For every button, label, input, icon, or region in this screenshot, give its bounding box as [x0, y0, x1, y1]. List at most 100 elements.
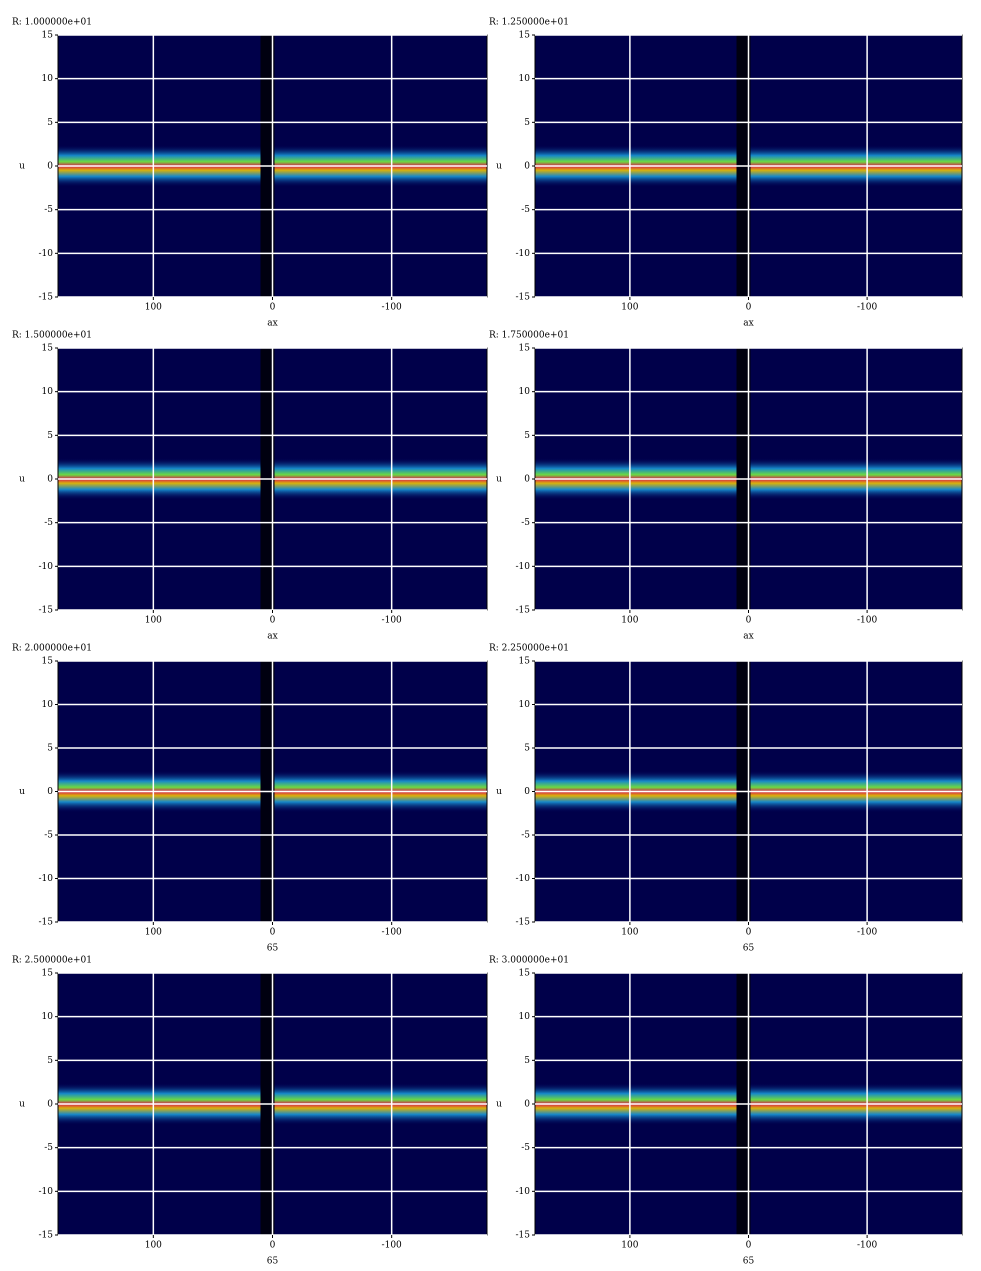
panel-title: R: 1.500000e+01 [12, 331, 92, 341]
x-tick-label: 0 [746, 616, 752, 626]
y-tick-label: 5 [47, 118, 53, 128]
y-axis-label: u [496, 162, 502, 172]
y-tick-label: 10 [42, 700, 54, 710]
y-tick-label: -10 [516, 562, 531, 572]
panel: -15 -10 -5 0 5 10 15 100 0 -100 R: 2.500000e+01 65 u [12, 956, 488, 1267]
y-tick-label: -5 [44, 831, 53, 841]
y-axis-label: u [19, 1100, 25, 1110]
y-tick-label: -10 [516, 249, 531, 259]
x-tick-label: 100 [145, 303, 162, 313]
y-tick-label: 15 [519, 657, 531, 667]
y-tick-label: 0 [47, 787, 53, 797]
y-tick-label: 0 [524, 475, 530, 485]
y-tick-label: 0 [524, 787, 530, 797]
y-tick-label: 15 [42, 657, 54, 667]
panel-title: R: 1.250000e+01 [489, 18, 569, 28]
panel: -15 -10 -5 0 5 10 15 100 0 -100 R: 1.500000e+01 ax u [12, 331, 488, 642]
x-axis-label: 65 [267, 944, 279, 954]
x-tick-label: 100 [145, 616, 162, 626]
y-tick-label: 0 [524, 1100, 530, 1110]
panel-title: R: 1.750000e+01 [489, 331, 569, 341]
y-tick-label: 5 [524, 744, 530, 754]
y-tick-label: 10 [42, 387, 54, 397]
y-tick-label: -10 [516, 874, 531, 884]
y-tick-label: 0 [47, 475, 53, 485]
y-tick-label: -5 [521, 518, 530, 528]
x-tick-label: -100 [857, 928, 877, 938]
panel: -15 -10 -5 0 5 10 15 100 0 -100 R: 2.250000e+01 65 u [489, 644, 963, 954]
y-tick-label: 15 [519, 969, 531, 979]
x-tick-label: 100 [621, 1241, 638, 1251]
y-tick-label: 10 [519, 700, 531, 710]
y-tick-label: -10 [39, 562, 54, 572]
y-tick-label: -15 [39, 918, 54, 928]
x-axis-label: 65 [743, 944, 755, 954]
panel-title: R: 2.500000e+01 [12, 956, 92, 966]
y-axis-label: u [19, 162, 25, 172]
y-axis-label: u [496, 475, 502, 485]
y-tick-label: 10 [519, 74, 531, 84]
y-tick-label: 15 [42, 31, 54, 41]
y-tick-label: -15 [516, 293, 531, 303]
y-tick-label: 5 [47, 431, 53, 441]
x-tick-label: 0 [270, 303, 276, 313]
y-tick-label: -15 [39, 1231, 54, 1241]
panel-title: R: 2.250000e+01 [489, 644, 569, 654]
panel-title: R: 2.000000e+01 [12, 644, 92, 654]
x-tick-label: 100 [621, 616, 638, 626]
y-tick-label: -15 [39, 606, 54, 616]
y-tick-label: 0 [524, 162, 530, 172]
y-tick-label: -15 [516, 918, 531, 928]
y-tick-label: -5 [521, 205, 530, 215]
y-tick-label: -15 [516, 606, 531, 616]
panel: -15 -10 -5 0 5 10 15 100 0 -100 R: 2.000000e+01 65 u [12, 644, 488, 954]
x-tick-label: -100 [382, 928, 402, 938]
x-tick-label: -100 [382, 303, 402, 313]
panel: -15 -10 -5 0 5 10 15 100 0 -100 R: 3.000000e+01 65 u [489, 956, 963, 1267]
y-tick-label: 15 [42, 969, 54, 979]
x-axis-label: ax [743, 632, 753, 642]
y-tick-label: 0 [47, 1100, 53, 1110]
y-tick-label: -10 [516, 1187, 531, 1197]
y-tick-label: 0 [47, 162, 53, 172]
y-tick-label: 5 [47, 744, 53, 754]
y-tick-label: -5 [44, 205, 53, 215]
panel-title: R: 3.000000e+01 [489, 956, 569, 966]
x-tick-label: -100 [857, 616, 877, 626]
panel: -15 -10 -5 0 5 10 15 100 0 -100 R: 1.000000e+01 ax u [12, 18, 488, 329]
panel: -15 -10 -5 0 5 10 15 100 0 -100 R: 1.750000e+01 ax u [489, 331, 963, 642]
panel-title: R: 1.000000e+01 [12, 18, 92, 28]
y-axis-label: u [496, 1100, 502, 1110]
y-axis-label: u [19, 787, 25, 797]
x-tick-label: -100 [857, 303, 877, 313]
y-tick-label: -5 [44, 518, 53, 528]
y-tick-label: 10 [519, 1012, 531, 1022]
x-axis-label: ax [267, 632, 277, 642]
x-axis-label: 65 [743, 1257, 755, 1267]
x-axis-label: 65 [267, 1257, 279, 1267]
x-tick-label: 0 [270, 928, 276, 938]
y-tick-label: -15 [516, 1231, 531, 1241]
x-tick-label: -100 [382, 616, 402, 626]
y-axis-label: u [19, 475, 25, 485]
y-tick-label: 10 [42, 74, 54, 84]
y-axis-label: u [496, 787, 502, 797]
y-tick-label: 10 [519, 387, 531, 397]
x-tick-label: 0 [746, 928, 752, 938]
x-axis-label: ax [743, 319, 753, 329]
y-tick-label: 5 [524, 1056, 530, 1066]
y-tick-label: -10 [39, 1187, 54, 1197]
y-tick-label: 15 [519, 344, 531, 354]
y-tick-label: -5 [521, 831, 530, 841]
y-tick-label: 5 [524, 431, 530, 441]
y-tick-label: 5 [47, 1056, 53, 1066]
x-tick-label: 0 [746, 1241, 752, 1251]
y-tick-label: -5 [44, 1143, 53, 1153]
y-tick-label: 10 [42, 1012, 54, 1022]
x-tick-label: 0 [270, 616, 276, 626]
x-tick-label: 0 [746, 303, 752, 313]
y-tick-label: -15 [39, 293, 54, 303]
y-tick-label: -10 [39, 249, 54, 259]
y-tick-label: 5 [524, 118, 530, 128]
